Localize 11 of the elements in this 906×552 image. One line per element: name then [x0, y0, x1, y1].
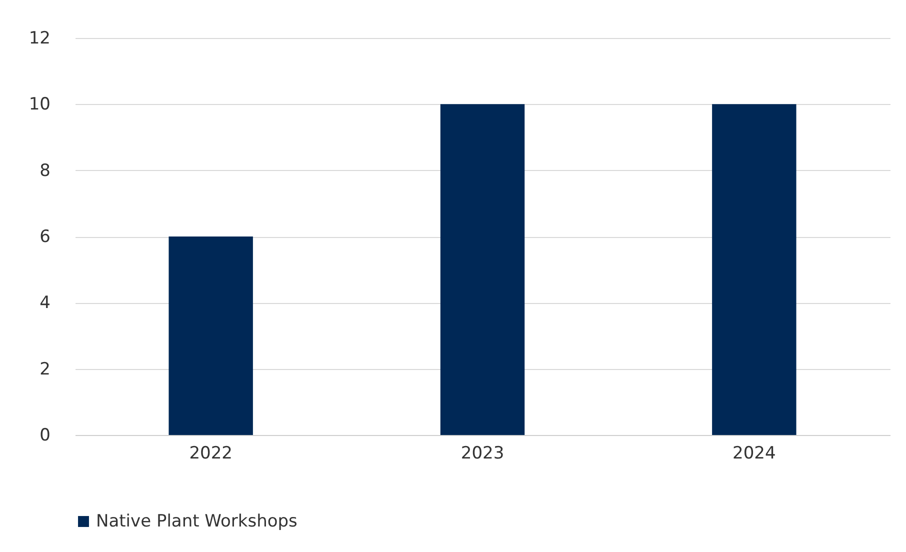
- y-tick-label: 2: [40, 359, 50, 380]
- x-tick-label: 2022: [189, 444, 232, 464]
- x-tick-label: 2024: [732, 444, 776, 464]
- x-tick-label: 2023: [460, 444, 504, 464]
- y-tick-label: 8: [40, 160, 50, 181]
- y-tick-label: 4: [40, 293, 50, 314]
- y-tick-label: 0: [40, 426, 50, 446]
- y-tick-label: 12: [28, 28, 50, 48]
- y-tick-label: 10: [28, 94, 50, 115]
- legend-label: Native Plant Workshops: [96, 512, 298, 532]
- y-tick-label: 6: [40, 227, 50, 247]
